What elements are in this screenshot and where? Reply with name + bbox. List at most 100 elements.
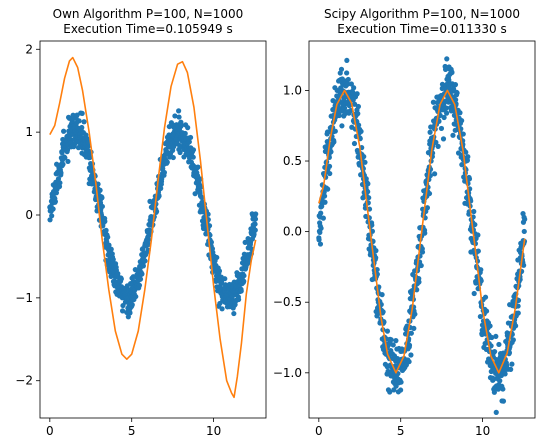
scatter-point	[253, 211, 259, 217]
scatter-point	[187, 134, 194, 141]
left-title-line2: Execution Time=0.105949 s	[63, 22, 232, 36]
scatter-point	[252, 227, 258, 233]
y-tick-label: 1.0	[283, 83, 302, 97]
scatter-point	[521, 228, 527, 235]
x-tick-label: 10	[475, 424, 490, 438]
scatter-point	[482, 294, 489, 300]
scatter-point	[500, 398, 507, 404]
right-axis-ticks: 0 5 10 −1.0 −0.5 0.0 0.5 1.0	[273, 83, 490, 438]
scatter-point	[208, 239, 214, 245]
left-axis-ticks: 0 5 10 −2 −1 0 1 2	[15, 42, 221, 438]
x-tick-label: 5	[128, 424, 136, 438]
scatter-point	[440, 136, 447, 142]
scatter-point	[358, 128, 364, 135]
y-tick-label: 2	[25, 42, 33, 56]
scatter-point	[99, 195, 105, 201]
scatter-point	[252, 216, 259, 222]
scatter-point	[418, 262, 424, 269]
scatter-point	[199, 194, 205, 200]
scatter-point	[231, 310, 237, 317]
scatter-point	[365, 181, 371, 187]
scatter-point	[137, 276, 144, 282]
scatter-point	[216, 268, 223, 274]
scatter-point	[341, 105, 348, 111]
scatter-point	[475, 232, 481, 238]
scatter-point	[345, 76, 351, 83]
scatter-point	[379, 292, 385, 298]
y-tick-label: 1	[25, 125, 33, 139]
scatter-point	[444, 56, 450, 62]
scatter-point	[391, 387, 397, 393]
scatter-point	[522, 216, 528, 222]
scatter-point	[192, 191, 198, 197]
scatter-point	[344, 70, 350, 76]
scatter-point	[493, 333, 499, 340]
scatter-point	[459, 162, 465, 168]
scatter-point	[172, 113, 178, 119]
scatter-point	[317, 229, 323, 235]
scatter-point	[497, 378, 503, 384]
scatter-point	[416, 279, 422, 285]
scatter-point	[362, 159, 368, 165]
right-fit-line	[318, 89, 526, 374]
scatter-point	[52, 198, 58, 205]
left-fit-line	[49, 56, 257, 399]
scatter-point	[493, 409, 499, 415]
scatter-point	[500, 386, 506, 392]
scatter-point	[521, 262, 527, 268]
scatter-point	[139, 271, 145, 277]
scatter-point	[170, 154, 176, 161]
scatter-point	[366, 195, 372, 201]
scatter-point	[129, 302, 135, 308]
scatter-point	[509, 361, 515, 367]
scatter-point	[97, 187, 103, 193]
scatter-point	[325, 186, 331, 192]
scatter-point	[156, 193, 162, 199]
scatter-point	[502, 371, 508, 377]
fit-line-path	[318, 89, 526, 374]
scatter-point	[419, 249, 426, 255]
x-tick-label: 0	[46, 424, 54, 438]
scatter-point	[475, 248, 481, 254]
scatter-point	[136, 282, 143, 288]
left-scatter-points	[47, 108, 259, 320]
scatter-point	[99, 203, 105, 210]
scatter-point	[348, 81, 354, 87]
scatter-point	[356, 122, 362, 128]
scatter-point	[336, 112, 342, 119]
scatter-point	[118, 276, 124, 282]
scatter-point	[58, 170, 64, 176]
scatter-point	[176, 108, 182, 114]
scatter-point	[176, 114, 182, 120]
scatter-point	[351, 140, 358, 147]
right-title-line1: Scipy Algorithm P=100, N=1000	[324, 7, 520, 21]
scatter-point	[398, 379, 404, 385]
scatter-point	[344, 57, 350, 64]
scatter-point	[322, 193, 328, 199]
scatter-point	[190, 147, 197, 153]
scatter-point	[463, 149, 469, 155]
scatter-point	[85, 144, 91, 150]
scatter-point	[241, 278, 247, 284]
scatter-point	[57, 180, 63, 186]
y-tick-label: −0.5	[273, 295, 302, 309]
scatter-point	[424, 205, 431, 211]
scatter-point	[110, 256, 116, 263]
scatter-point	[406, 359, 412, 365]
scatter-point	[398, 387, 404, 393]
scatter-point	[219, 306, 225, 312]
scatter-point	[241, 273, 247, 279]
scatter-point	[459, 118, 465, 124]
scatter-point	[103, 227, 109, 233]
scatter-point	[61, 128, 67, 134]
scatter-point	[326, 163, 333, 169]
scatter-point	[350, 89, 356, 95]
scatter-point	[87, 154, 93, 160]
y-tick-label: 0.0	[283, 225, 302, 239]
scatter-point	[222, 276, 228, 282]
scatter-point	[328, 149, 334, 155]
scatter-point	[426, 190, 433, 197]
scatter-point	[443, 105, 449, 111]
scatter-point	[79, 124, 85, 131]
scatter-point	[133, 293, 139, 300]
